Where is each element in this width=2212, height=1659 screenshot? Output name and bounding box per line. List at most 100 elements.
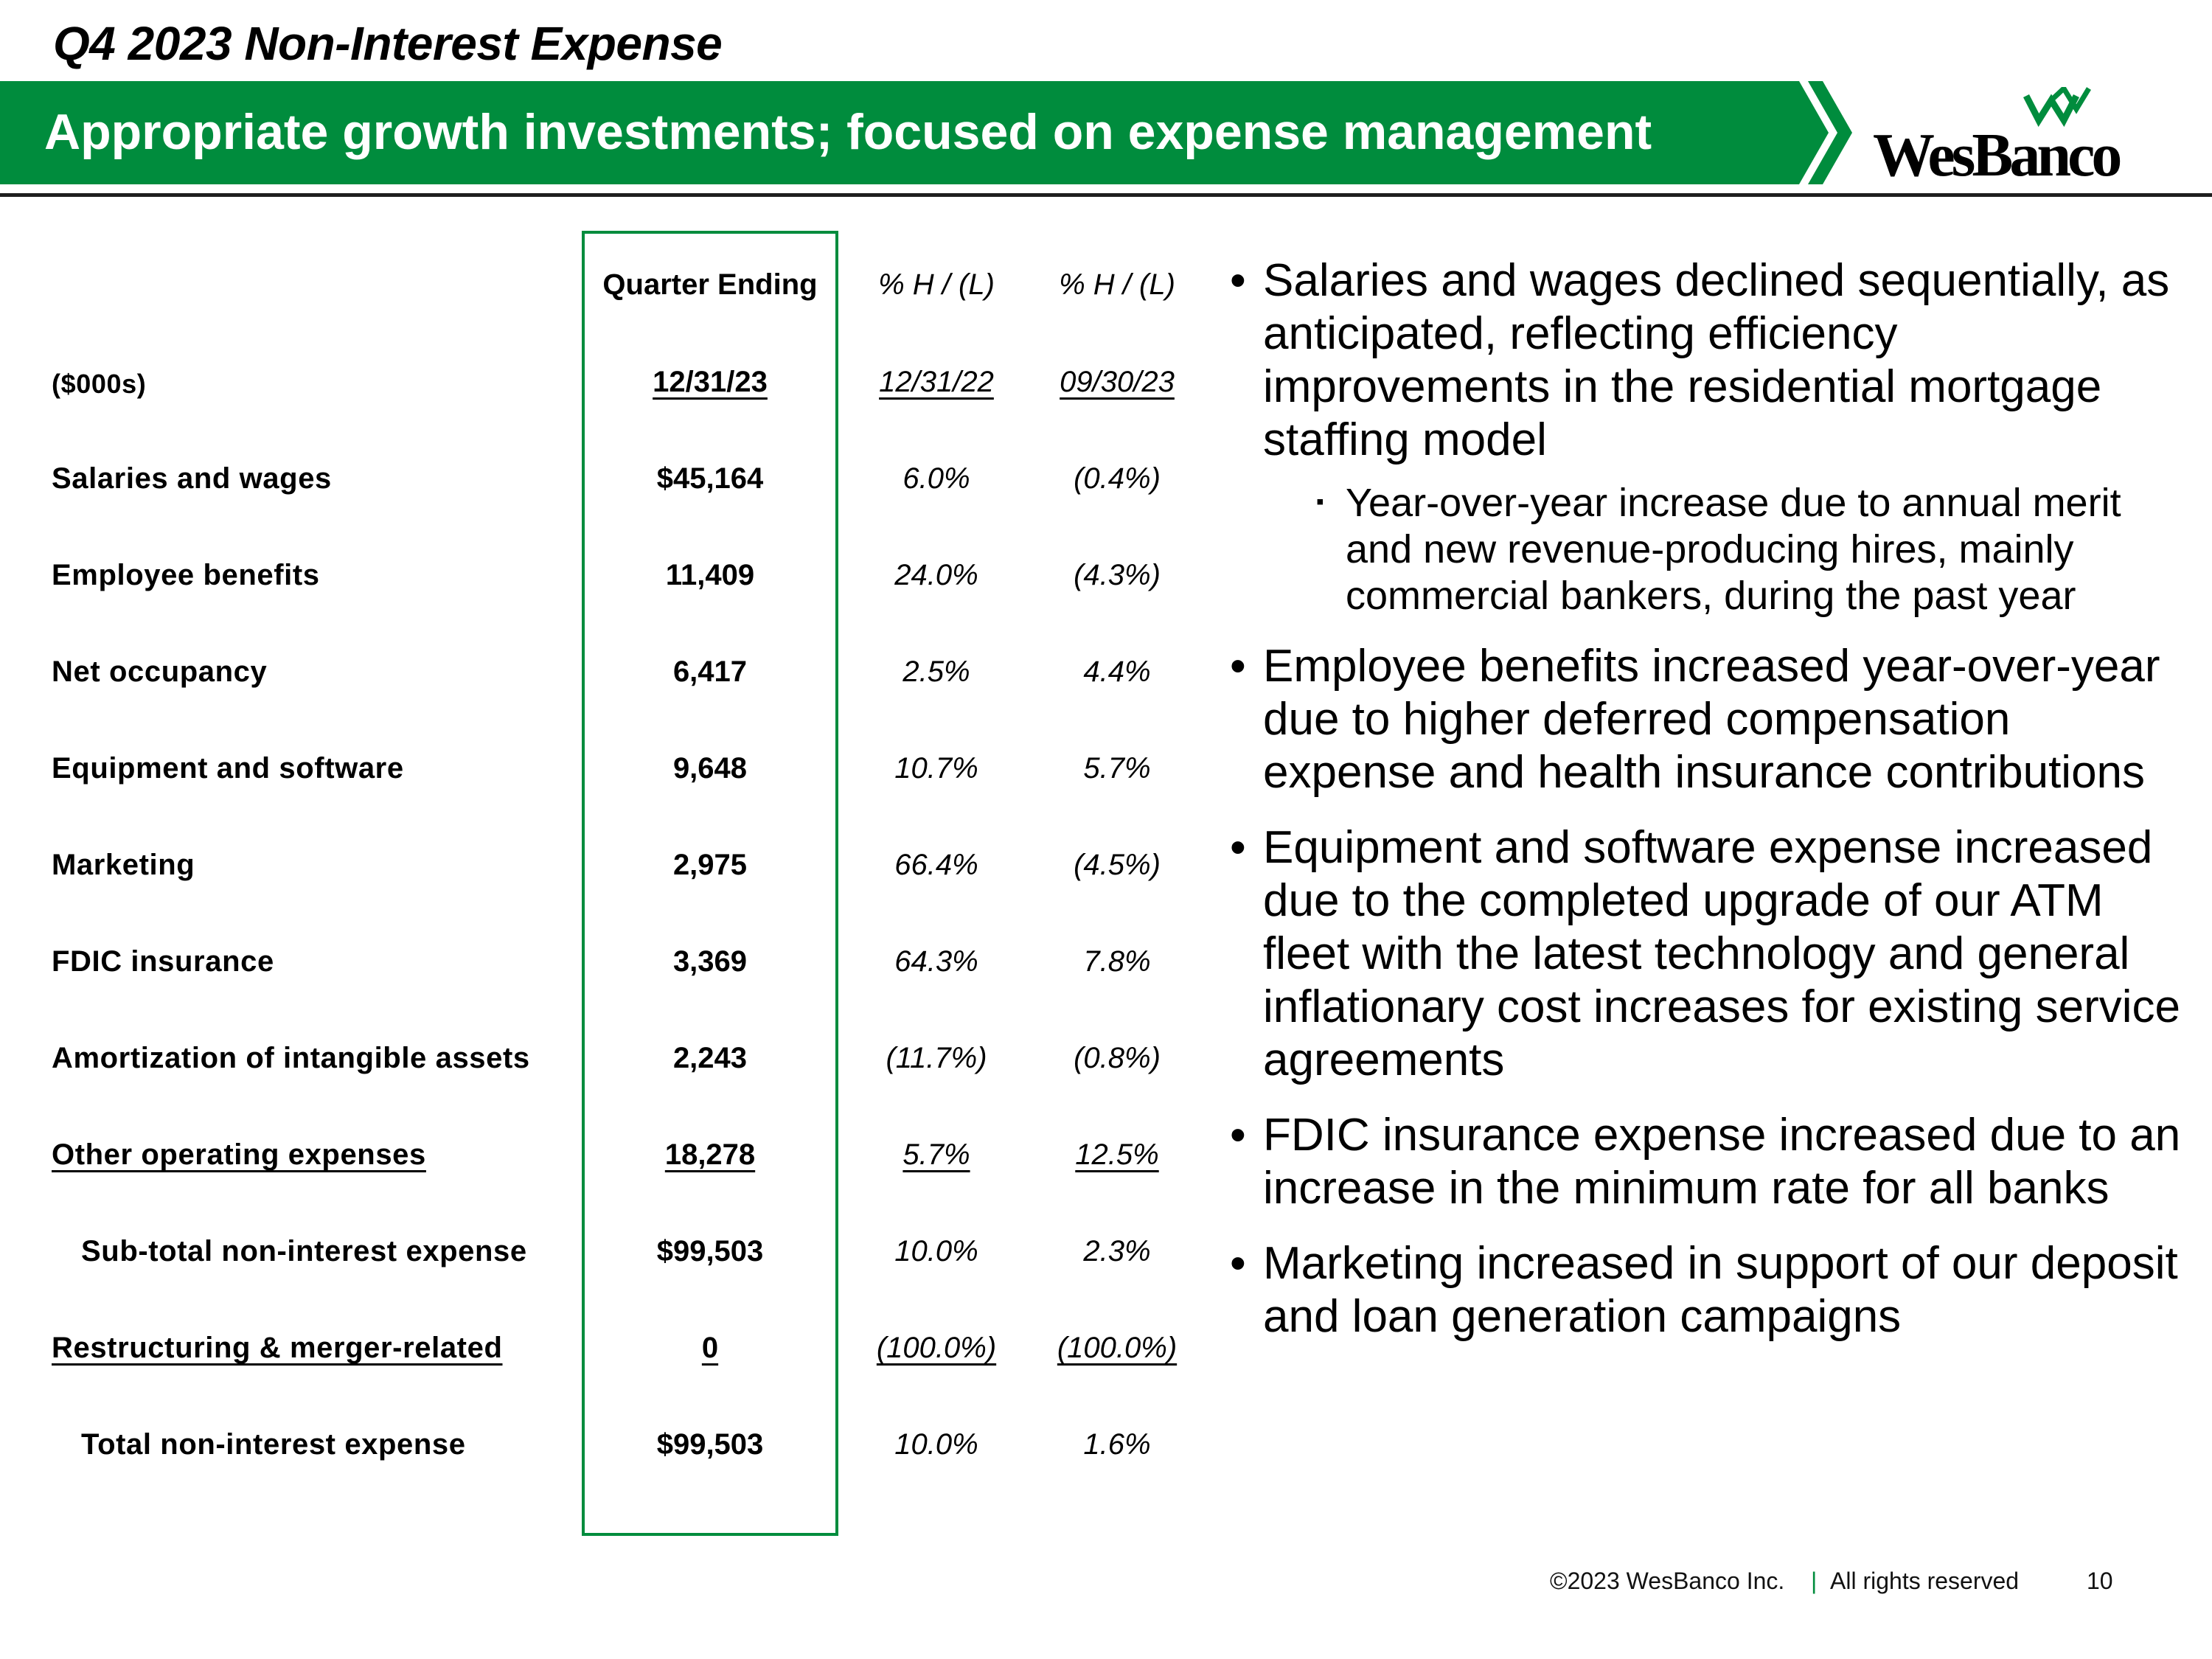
row-change-qoq-text: 7.8% [1083,945,1151,978]
row-label: Salaries and wages [52,462,332,495]
row-change-qoq-text: 4.4% [1083,655,1151,688]
row-label-text: Marketing [52,849,195,881]
row-change-qoq: 2.3% [1032,1235,1202,1268]
row-quarter-value-text: 3,369 [672,945,748,978]
date-col3: 09/30/23 [1060,366,1175,398]
row-quarter-value: $45,164 [582,462,838,495]
header-change-qoq: % H / (L) [1059,268,1175,301]
logo-mark-icon [2023,87,2091,128]
sub-bullet-salaries-yoy: Year-over-year increase due to annual me… [1230,479,2188,619]
row-change-yoy-text: 10.0% [894,1428,978,1461]
units-label: ($000s) [52,369,147,399]
row-change-qoq: (100.0%) [1032,1332,1202,1365]
row-quarter-value: 6,417 [582,655,838,689]
row-label-text: Net occupancy [52,655,268,688]
row-label: Amortization of intangible assets [52,1042,530,1075]
row-quarter-value-text: 0 [701,1332,719,1364]
row-change-yoy: 64.3% [848,945,1025,978]
row-label-text: Other operating expenses [52,1138,426,1171]
logo-wordmark: WesBanco [1873,121,2122,189]
banner-chevron-shape [0,81,1852,184]
row-quarter-value: 18,278 [582,1138,838,1172]
row-change-qoq: (0.4%) [1032,462,1202,495]
bullet-marketing: Marketing increased in support of our de… [1230,1237,2188,1343]
row-quarter-value: 11,409 [582,559,838,592]
bullet-employee-benefits: Employee benefits increased year-over-ye… [1230,640,2188,799]
row-change-qoq-text: (0.8%) [1074,1042,1161,1074]
row-change-qoq: 1.6% [1032,1428,1202,1461]
date-col1: 12/31/23 [653,366,768,398]
row-label-text: Sub-total non-interest expense [81,1235,527,1267]
row-change-qoq-text: (100.0%) [1057,1332,1178,1364]
row-change-qoq-text: 1.6% [1083,1428,1151,1461]
quarter-column-highlight [582,231,838,1536]
row-change-qoq-text: (0.4%) [1074,462,1161,495]
row-change-qoq-text: 5.7% [1083,752,1151,785]
bullet-equipment-software: Equipment and software expense increased… [1230,821,2188,1087]
row-quarter-value-text: $99,503 [656,1428,764,1461]
row-change-yoy: 10.0% [848,1428,1025,1461]
row-change-qoq: (0.8%) [1032,1042,1202,1075]
bullet-salaries: Salaries and wages declined sequentially… [1230,254,2188,467]
wesbanco-logo: WesBanco [1873,87,2146,189]
header-rule [0,193,2212,197]
bullet-fdic: FDIC insurance expense increased due to … [1230,1109,2188,1215]
row-change-yoy: (100.0%) [848,1332,1025,1365]
row-label-text: Total non-interest expense [81,1428,466,1461]
row-change-yoy: 24.0% [848,559,1025,592]
row-quarter-value-text: 6,417 [672,655,748,688]
header-change-yoy: % H / (L) [878,268,995,301]
row-change-qoq: 4.4% [1032,655,1202,689]
row-quarter-value: 9,648 [582,752,838,785]
row-quarter-value-text: 2,243 [672,1042,748,1074]
row-label-text: Amortization of intangible assets [52,1042,530,1074]
row-label: Net occupancy [52,655,267,689]
row-change-yoy: 6.0% [848,462,1025,495]
row-change-yoy-text: 6.0% [902,462,970,495]
row-change-qoq: 12.5% [1032,1138,1202,1172]
row-label: Other operating expenses [52,1138,444,1172]
page-number: 10 [2087,1568,2113,1594]
row-quarter-value-text: 11,409 [665,559,755,591]
commentary-bullets: Salaries and wages declined sequentially… [1230,254,2188,1366]
row-label: Equipment and software [52,752,404,785]
banner-heading: Appropriate growth investments; focused … [44,104,1652,160]
row-label-text: Equipment and software [52,752,404,785]
footer-separator: | [1811,1568,1818,1594]
row-change-yoy: (11.7%) [848,1042,1025,1075]
row-label-text: Salaries and wages [52,462,332,495]
row-quarter-value: 2,243 [582,1042,838,1075]
row-label-text: FDIC insurance [52,945,274,978]
row-label: FDIC insurance [52,945,274,978]
row-change-yoy-text: 10.7% [894,752,978,785]
row-quarter-value-text: $99,503 [656,1235,764,1267]
row-change-qoq-text: (4.3%) [1074,559,1161,591]
row-change-yoy: 2.5% [848,655,1025,689]
row-label: Total non-interest expense [81,1428,466,1461]
row-label: Restructuring & merger-related [52,1332,502,1365]
row-quarter-value-text: 9,648 [672,752,748,785]
row-change-qoq: 7.8% [1032,945,1202,978]
row-quarter-value: 0 [582,1332,838,1365]
row-change-yoy: 66.4% [848,849,1025,882]
row-change-yoy-text: (100.0%) [876,1332,997,1364]
row-quarter-value-text: 18,278 [664,1138,756,1171]
row-quarter-value: 3,369 [582,945,838,978]
footer-rights: All rights reserved [1830,1568,2020,1594]
row-change-qoq: (4.5%) [1032,849,1202,882]
footer-copyright: ©2023 WesBanco Inc. [1550,1568,1785,1594]
slide-title: Q4 2023 Non-Interest Expense [53,17,723,70]
row-change-yoy: 10.7% [848,752,1025,785]
row-quarter-value-text: $45,164 [656,462,764,495]
row-change-yoy-text: 5.7% [902,1138,970,1171]
row-quarter-value: $99,503 [582,1428,838,1461]
date-col2: 12/31/22 [879,366,994,398]
row-quarter-value: 2,975 [582,849,838,882]
header-quarter-ending: Quarter Ending [602,268,818,301]
row-change-qoq: 5.7% [1032,752,1202,785]
row-change-yoy: 5.7% [848,1138,1025,1172]
row-change-qoq: (4.3%) [1032,559,1202,592]
row-change-yoy: 10.0% [848,1235,1025,1268]
row-quarter-value: $99,503 [582,1235,838,1268]
row-change-yoy-text: 66.4% [894,849,978,881]
